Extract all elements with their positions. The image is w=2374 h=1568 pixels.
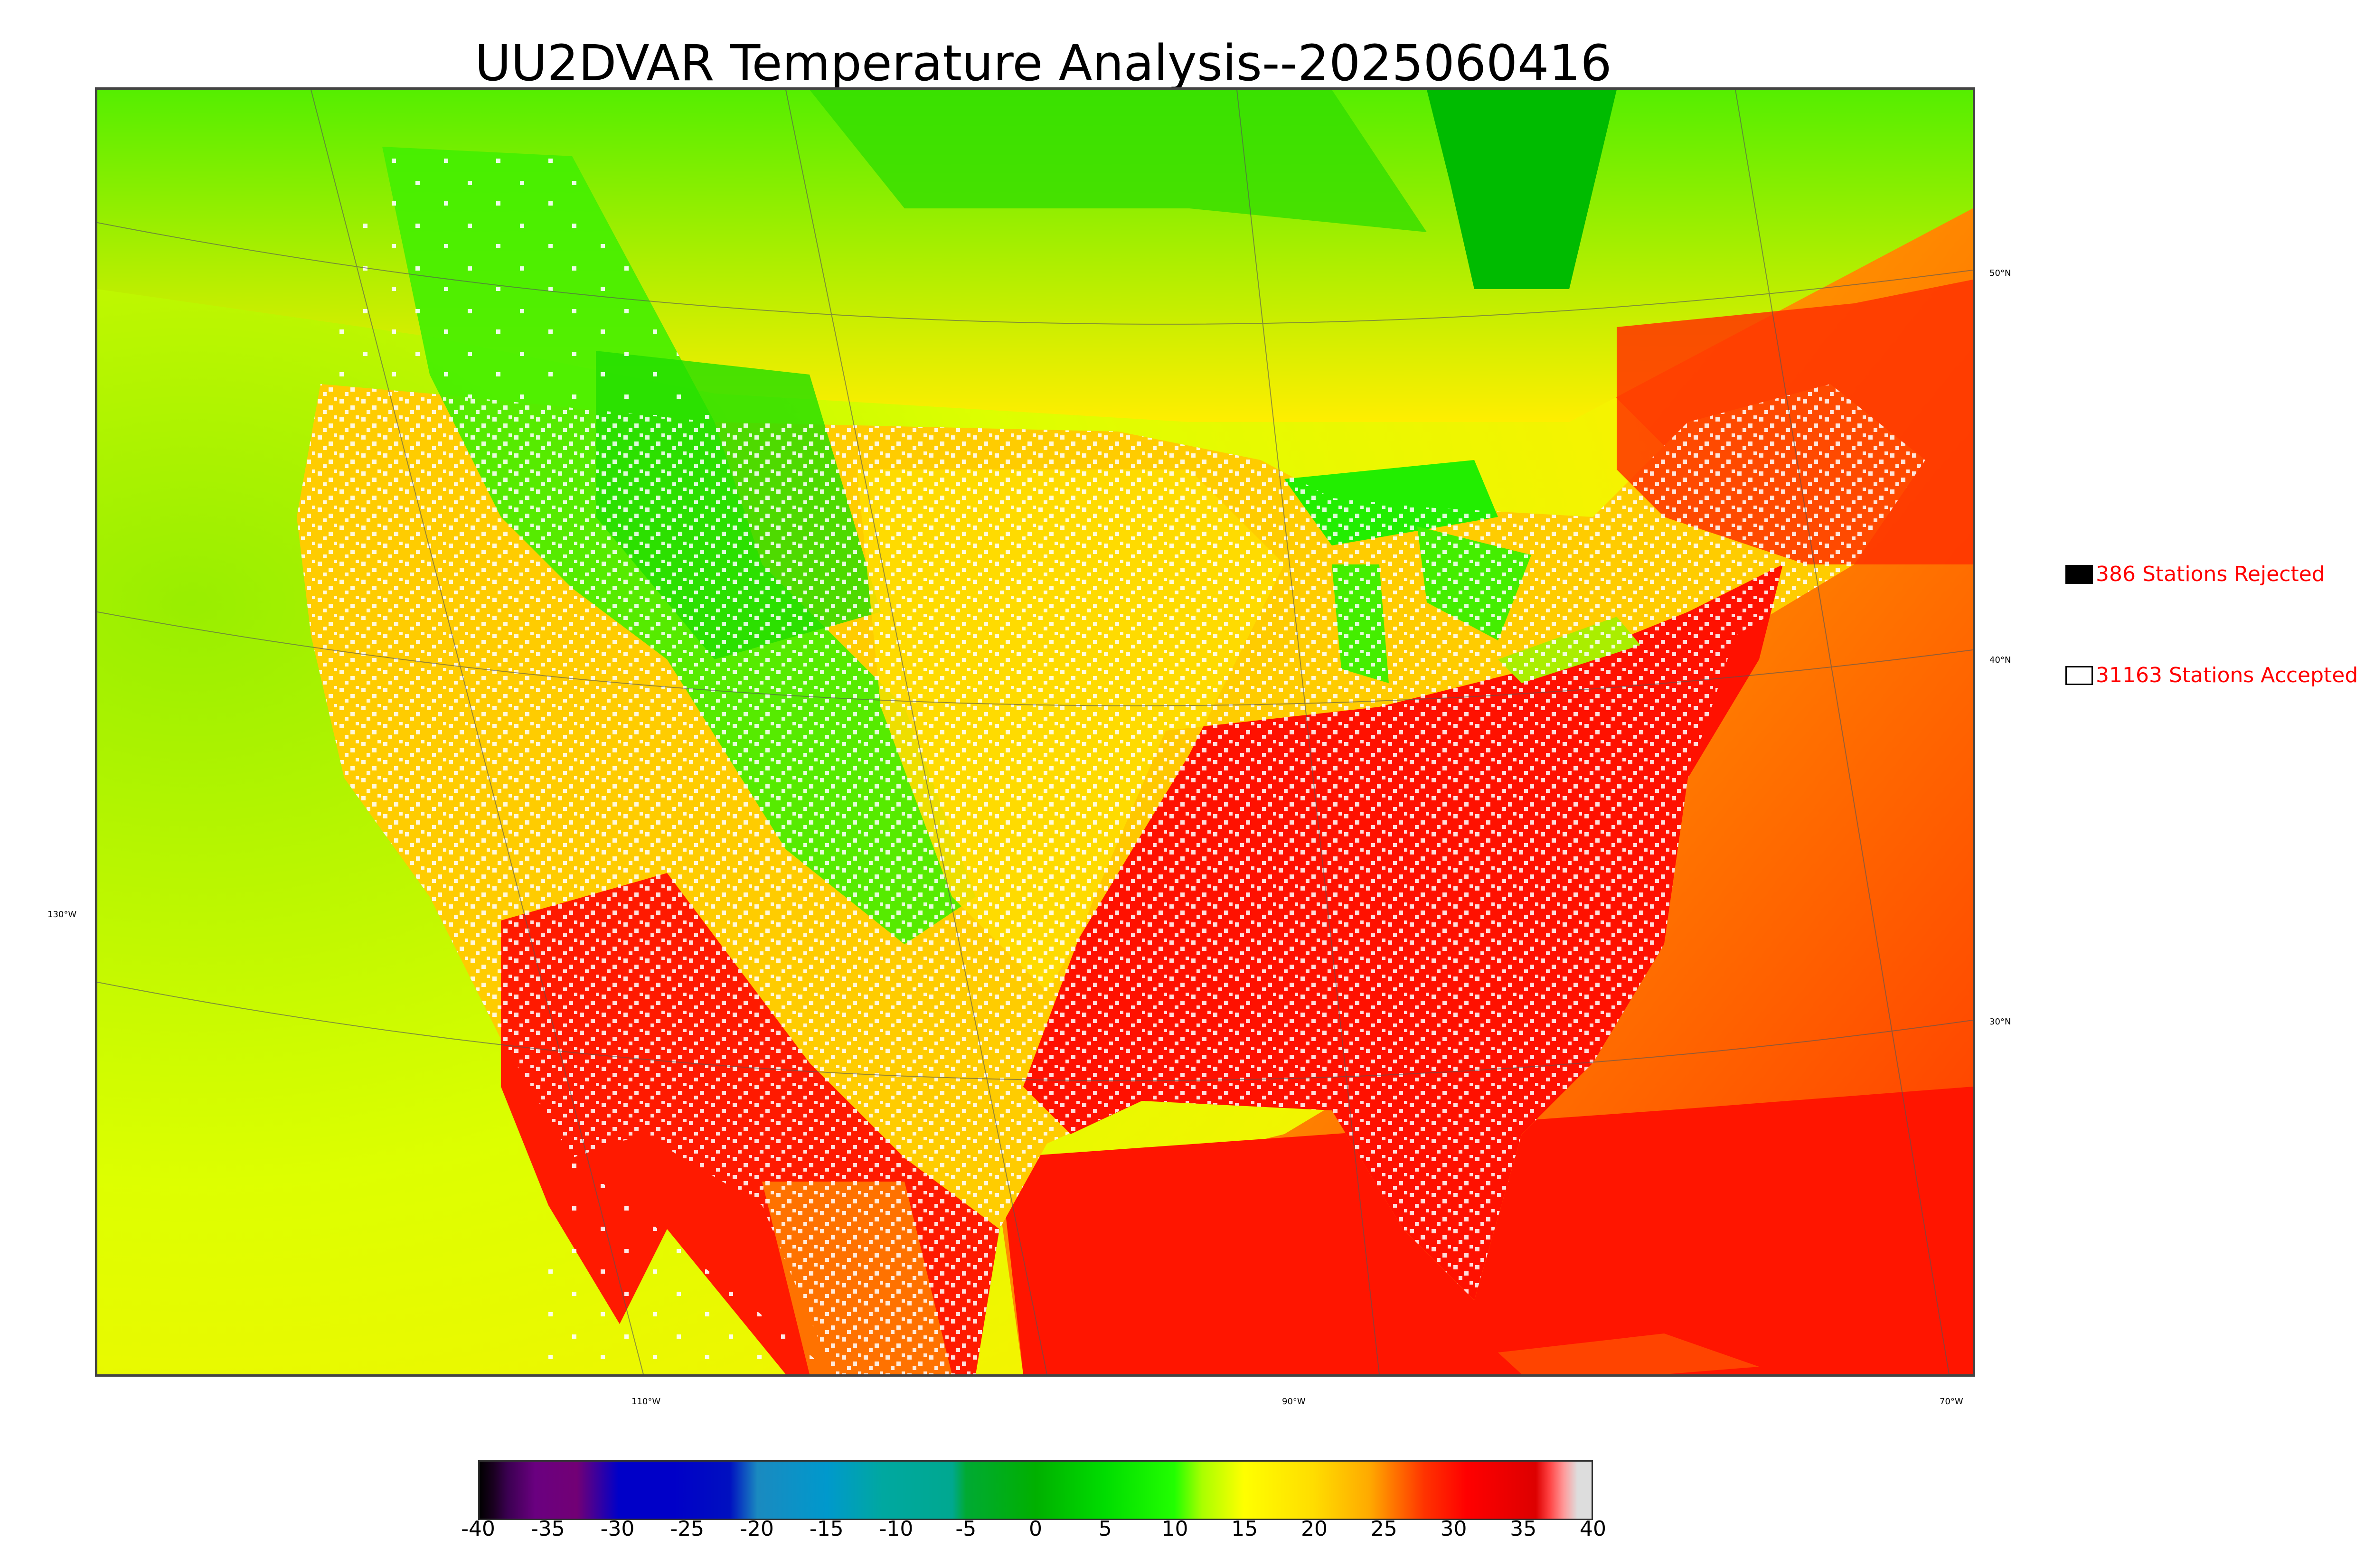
legend-accepted: 31163 Stations Accepted <box>2065 663 2358 687</box>
colorbar-tick: 0 <box>1029 1517 1042 1541</box>
map-canvas <box>97 90 1973 1374</box>
lat-label-30n: 30°N <box>1989 1017 2011 1027</box>
page-title: UU2DVAR Temperature Analysis--2025060416 <box>475 34 1612 92</box>
colorbar-tick: -35 <box>530 1517 565 1541</box>
colorbar-tick: 35 <box>1510 1517 1537 1541</box>
graticule <box>97 90 1973 1374</box>
colorbar-tick: -25 <box>670 1517 705 1541</box>
colorbar-tick: 30 <box>1440 1517 1467 1541</box>
lon-label-130w: 130°W <box>47 910 77 920</box>
temperature-map[interactable] <box>95 87 1975 1377</box>
colorbar-tick: 5 <box>1098 1517 1112 1541</box>
hudson-bay <box>1427 90 1617 289</box>
colorbar-tick: -15 <box>809 1517 844 1541</box>
rejected-swatch <box>2065 564 2093 584</box>
colorbar-tick: -20 <box>740 1517 774 1541</box>
colorbar-tick: 40 <box>1580 1517 1606 1541</box>
temperature-colorbar <box>478 1460 1593 1520</box>
accepted-stations-canada <box>320 147 715 422</box>
lon-label-90w: 90°W <box>1282 1397 1306 1407</box>
colorbar-tick: -40 <box>461 1517 495 1541</box>
legend-rejected: 386 Stations Rejected <box>2065 562 2325 586</box>
lat-label-40n: 40°N <box>1989 655 2011 665</box>
colorbar-tick: -30 <box>600 1517 635 1541</box>
accepted-label: 31163 Stations Accepted <box>2096 663 2358 687</box>
colorbar-tick: 25 <box>1370 1517 1397 1541</box>
lat-label-50n: 50°N <box>1989 268 2011 278</box>
accepted-stations-us <box>297 384 1925 1374</box>
colorbar-tick-labels: -40 -35 -30 -25 -20 -15 -10 -5 0 5 10 15 20 25 30 35 40 <box>461 1517 1606 1545</box>
accepted-swatch <box>2065 666 2093 685</box>
hudson-area <box>810 90 1427 232</box>
colorbar-tick: 20 <box>1301 1517 1328 1541</box>
colorbar-tick: -10 <box>879 1517 914 1541</box>
rejected-label: 386 Stations Rejected <box>2096 562 2325 586</box>
colorbar-tick: 15 <box>1231 1517 1258 1541</box>
colorbar-tick: -5 <box>955 1517 977 1541</box>
lon-label-70w: 70°W <box>1940 1397 1963 1407</box>
colorbar-tick: 10 <box>1161 1517 1188 1541</box>
lon-label-110w: 110°W <box>631 1397 661 1407</box>
cuba <box>1498 1333 1759 1374</box>
